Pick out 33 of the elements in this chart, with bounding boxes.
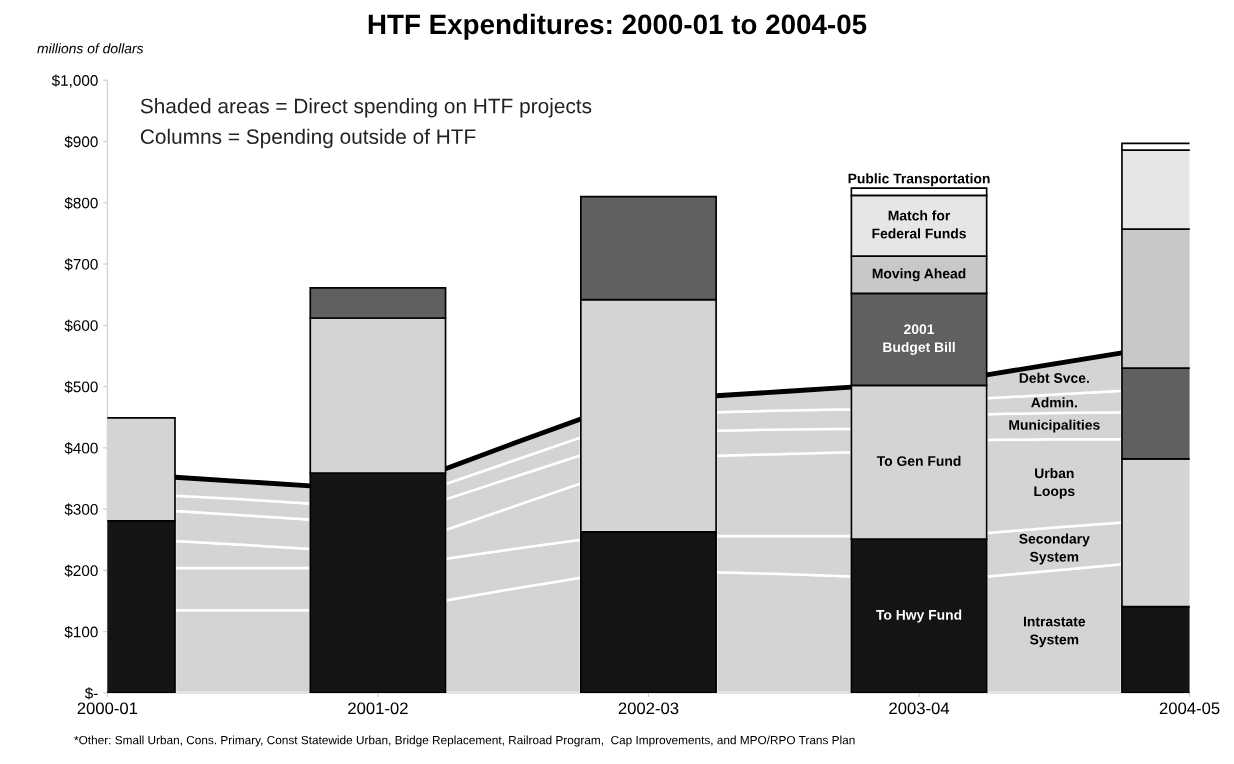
x-tick-label: 2004-05 <box>1159 702 1220 715</box>
x-tick-label: 2003-04 <box>889 702 950 715</box>
y-axis-title: millions of dollars <box>37 43 144 54</box>
y-tick-label: $800 <box>64 196 98 210</box>
y-tick-label: $400 <box>64 442 98 455</box>
x-tick-label: 2001-02 <box>348 702 408 715</box>
series-label: Municipalities <box>1009 419 1100 433</box>
y-tick-label: $500 <box>64 380 98 394</box>
y-tick-label: $600 <box>64 319 98 332</box>
chart-title: HTF Expenditures: 2000-01 to 2004-05 <box>368 13 867 40</box>
series-label: To Gen Fund <box>876 455 961 466</box>
y-tick-label: $1,000 <box>51 74 98 88</box>
series-label: Secondary System <box>1019 533 1090 565</box>
y-tick-label: $700 <box>64 258 98 271</box>
series-label: Intrastate System <box>1023 616 1086 648</box>
annotation: Columns = Spending outside of HTF <box>140 128 476 149</box>
series-label: Admin. <box>1031 397 1077 408</box>
series-label: Moving Ahead <box>872 268 966 282</box>
series-label: 2001 Budget Bill <box>883 324 955 355</box>
series-label: Public Transportation <box>848 173 990 187</box>
annotation: Shaded areas = Direct spending on HTF projects <box>140 98 592 118</box>
y-tick-label: $100 <box>64 625 98 639</box>
y-tick-label: $200 <box>64 564 98 577</box>
x-tick-label: 2002-03 <box>618 702 679 715</box>
series-label: Match for Federal Funds <box>872 210 966 239</box>
y-tick-label: $300 <box>64 503 98 516</box>
series-label: To Hwy Fund <box>876 609 962 623</box>
y-tick-label: $900 <box>64 135 98 149</box>
text: *Other: Small Urban, Cons. Primary, Const Statewide Urban, Bridge Replacement, Railroad Program, Cap Improvements, and MPO/RPO Trans Plan <box>74 735 855 747</box>
series-label: Urban Loops <box>1034 467 1075 499</box>
x-tick-label: 2000-01 <box>77 702 138 715</box>
y-tick-label: $- <box>84 687 98 700</box>
series-label: Debt Svce. <box>1019 372 1089 383</box>
